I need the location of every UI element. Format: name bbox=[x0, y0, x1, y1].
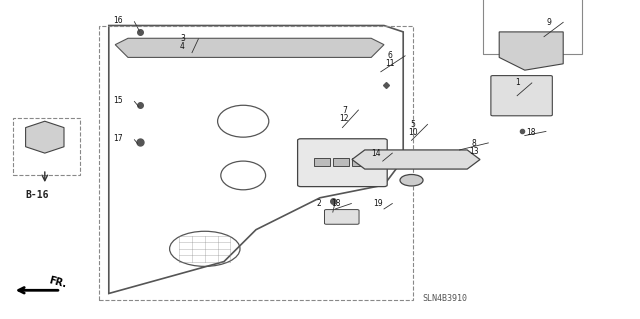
FancyBboxPatch shape bbox=[298, 139, 387, 187]
Bar bbox=[99, 26, 413, 300]
Text: 16: 16 bbox=[113, 16, 124, 25]
Text: FR.: FR. bbox=[48, 275, 68, 289]
Text: 4: 4 bbox=[180, 42, 185, 51]
Polygon shape bbox=[352, 150, 480, 169]
Text: 14: 14 bbox=[371, 149, 381, 158]
Text: B-16: B-16 bbox=[26, 190, 49, 200]
Bar bbox=[13, 118, 80, 175]
Text: 10: 10 bbox=[408, 128, 418, 137]
Text: 2: 2 bbox=[316, 199, 321, 208]
Polygon shape bbox=[26, 121, 64, 153]
Bar bbox=[352, 158, 368, 166]
Text: 6: 6 bbox=[388, 51, 393, 60]
Text: 17: 17 bbox=[113, 134, 124, 143]
Polygon shape bbox=[115, 38, 384, 57]
Circle shape bbox=[400, 174, 423, 186]
Text: 12: 12 bbox=[340, 114, 349, 122]
Bar bbox=[333, 158, 349, 166]
Text: 5: 5 bbox=[410, 120, 415, 129]
Bar bbox=[314, 158, 330, 166]
Text: 13: 13 bbox=[468, 147, 479, 156]
Text: 18: 18 bbox=[332, 199, 340, 208]
Polygon shape bbox=[499, 32, 563, 70]
FancyBboxPatch shape bbox=[491, 76, 552, 116]
Text: 3: 3 bbox=[180, 34, 185, 43]
Text: 11: 11 bbox=[386, 59, 395, 68]
Text: 9: 9 bbox=[547, 19, 552, 27]
Text: 8: 8 bbox=[471, 139, 476, 148]
Text: 19: 19 bbox=[372, 199, 383, 208]
Text: 1: 1 bbox=[515, 78, 520, 87]
Text: 15: 15 bbox=[113, 96, 124, 105]
Text: SLN4B3910: SLN4B3910 bbox=[422, 294, 467, 303]
Bar bbox=[483, 0, 582, 54]
Text: 18: 18 bbox=[527, 128, 536, 137]
Text: 7: 7 bbox=[342, 106, 347, 115]
FancyBboxPatch shape bbox=[324, 210, 359, 224]
